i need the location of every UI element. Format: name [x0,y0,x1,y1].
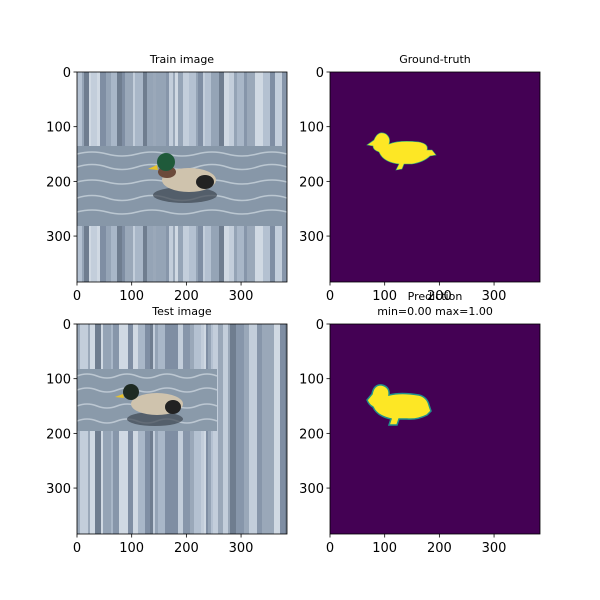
ground-truth-mask [330,72,540,282]
x-tick-label: 100 [119,289,144,304]
axes-frame [76,71,288,283]
y-tick-label: 0 [63,318,71,333]
x-tick-label: 300 [482,289,507,304]
y-tick-label: 200 [46,175,71,190]
prediction-mask [330,324,540,534]
stripe [262,324,269,534]
stripe [236,324,244,534]
axes-frame [329,323,541,535]
test-image [77,324,287,534]
y-tick-label: 100 [46,121,71,136]
y-tick-label: 0 [316,66,324,81]
x-tick-label: 100 [372,541,397,556]
y-tick-label: 100 [46,373,71,388]
stripe [249,324,257,534]
stripe [269,324,274,534]
duck [115,384,183,426]
y-tick-label: 300 [46,482,71,497]
chart-title: Ground-truth [399,53,471,66]
x-tick-label: 100 [119,541,144,556]
y-tick-label: 100 [299,373,324,388]
x-tick-label: 0 [326,541,334,556]
y-tick-label: 0 [316,318,324,333]
x-tick-label: 200 [174,289,199,304]
x-tick-label: 100 [372,289,397,304]
stripe [257,324,262,534]
chart-title: Train image [149,53,214,66]
y-tick-label: 300 [46,230,71,245]
train-image [77,72,287,282]
x-tick-label: 0 [73,541,81,556]
stripe [280,324,285,534]
chart-subtitle: min=0.00 max=1.00 [377,305,493,318]
y-tick-label: 200 [299,175,324,190]
x-tick-label: 200 [427,289,452,304]
stripe [228,324,230,534]
stripe [244,324,249,534]
y-tick-label: 200 [299,427,324,442]
x-tick-label: 300 [229,289,254,304]
duck [148,153,217,203]
chart-title: Prediction [408,290,463,303]
x-tick-label: 0 [73,289,81,304]
axes-frame [329,71,541,283]
stripe [285,324,287,534]
y-tick-label: 300 [299,482,324,497]
x-tick-label: 200 [427,541,452,556]
x-tick-label: 200 [174,541,199,556]
axes-frame [76,323,288,535]
y-tick-label: 0 [63,66,71,81]
y-tick-label: 200 [46,427,71,442]
x-tick-label: 0 [326,289,334,304]
stripe [274,324,280,534]
y-tick-label: 300 [299,230,324,245]
stripe [230,324,236,534]
y-tick-label: 100 [299,121,324,136]
x-tick-label: 300 [482,541,507,556]
stripe [218,324,223,534]
chart-title: Test image [151,305,212,318]
x-tick-label: 300 [229,541,254,556]
stripe [223,324,228,534]
